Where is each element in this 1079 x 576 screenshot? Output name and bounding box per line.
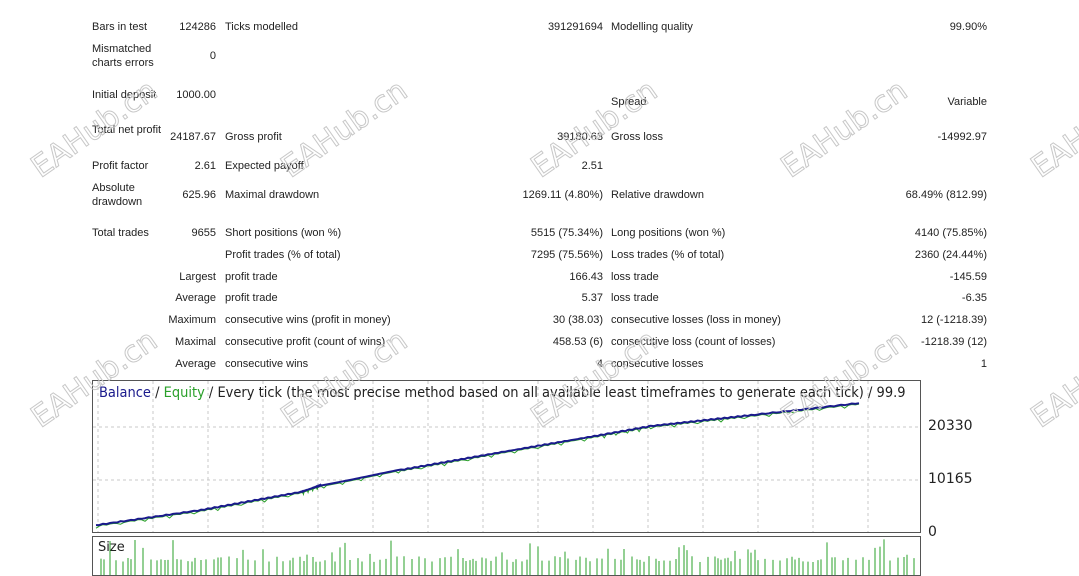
size-label: Size (98, 540, 125, 555)
row-value: 2.61 (194, 160, 216, 172)
row-value: -14992.97 (937, 131, 987, 143)
row-value: 5515 (75.34%) (530, 227, 603, 239)
row-value: -6.35 (961, 292, 987, 304)
row-value: 2360 (24.44%) (914, 249, 987, 261)
row-label: consecutive loss (count of losses) (611, 336, 776, 348)
row-value: 5.37 (581, 292, 603, 304)
row-label: loss trade (611, 292, 659, 304)
row-label: Gross profit (225, 131, 282, 143)
watermark: EAHub.cn (1024, 73, 1079, 186)
size-chart: Size (92, 536, 921, 576)
row-label: Absolute drawdown (92, 182, 143, 208)
row-value: 12 (-1218.39) (920, 314, 987, 326)
row-label: Profit trades (% of total) (225, 249, 341, 261)
row-label: Maximal drawdown (225, 189, 320, 201)
y-tick-0: 0 (928, 524, 937, 540)
row-label: consecutive losses (loss in money) (611, 314, 781, 326)
row-label: Mismatched charts errors (92, 43, 154, 69)
row-label: Ticks modelled (225, 21, 298, 33)
row-label: Spread (611, 96, 647, 108)
chart-plot (93, 381, 920, 532)
row-label: Short positions (won %) (225, 227, 342, 239)
title-rest: / Every tick (the most precise method ba… (204, 385, 906, 401)
row-value: 0 (209, 50, 216, 62)
row-label: Profit factor (92, 160, 149, 172)
y-tick-20330: 20330 (928, 418, 973, 434)
title-sep: / (150, 385, 164, 401)
row-value: Average (175, 358, 216, 370)
row-label: consecutive losses (611, 358, 704, 370)
row-value: 2.51 (581, 160, 603, 172)
watermark: EAHub.cn (1024, 323, 1079, 436)
balance-line (95, 402, 860, 527)
row-value: 625.96 (182, 189, 216, 201)
row-value: 391291694 (547, 21, 603, 33)
size-plot (100, 539, 915, 575)
row-label: consecutive profit (count of wins) (225, 336, 386, 348)
row-value: 7295 (75.56%) (530, 249, 603, 261)
row-label: consecutive wins (225, 358, 309, 370)
row-label: Relative drawdown (611, 189, 704, 201)
row-value: -145.59 (949, 271, 987, 283)
chart-title: Balance / Equity / Every tick (the most … (99, 385, 906, 401)
row-value: 39180.63 (557, 131, 603, 143)
row-value: 1269.11 (4.80%) (522, 189, 603, 201)
row-label: loss trade (611, 271, 659, 283)
row-label: profit trade (225, 292, 278, 304)
row-value: 99.90% (949, 21, 987, 33)
row-value: 458.53 (6) (552, 336, 603, 348)
row-value: 1000.00 (176, 89, 216, 101)
row-label: Total trades (92, 227, 149, 239)
row-value: 9655 (191, 227, 216, 239)
legend-equity: Equity (163, 385, 205, 401)
row-value: 24187.67 (170, 131, 216, 143)
row-value: Variable (947, 96, 987, 108)
row-value: 30 (38.03) (552, 314, 603, 326)
row-value: 1 (980, 358, 987, 370)
row-value: Largest (179, 271, 216, 283)
balance-chart: Balance / Equity / Every tick (the most … (92, 380, 921, 533)
legend-balance: Balance (99, 385, 151, 401)
row-value: Maximal (175, 336, 216, 348)
row-label: Modelling quality (611, 21, 693, 33)
row-value: 68.49% (812.99) (905, 189, 987, 201)
row-label: Bars in test (92, 21, 148, 33)
row-value: 4 (596, 358, 603, 370)
row-value: 166.43 (569, 271, 603, 283)
row-label: consecutive wins (profit in money) (225, 314, 391, 326)
row-label: profit trade (225, 271, 278, 283)
row-label: Expected payoff (225, 160, 304, 172)
row-value: 124286 (179, 21, 216, 33)
row-value: Maximum (168, 314, 216, 326)
row-label: Gross loss (611, 131, 663, 143)
row-value: Average (175, 292, 216, 304)
row-label: Long positions (won %) (611, 227, 726, 239)
row-label: Total net profit (92, 124, 162, 136)
row-value: -1218.39 (12) (920, 336, 987, 348)
row-value: 4140 (75.85%) (914, 227, 987, 239)
y-tick-10165: 10165 (928, 471, 973, 487)
row-label: Initial deposit (92, 89, 157, 101)
row-label: Loss trades (% of total) (611, 249, 725, 261)
